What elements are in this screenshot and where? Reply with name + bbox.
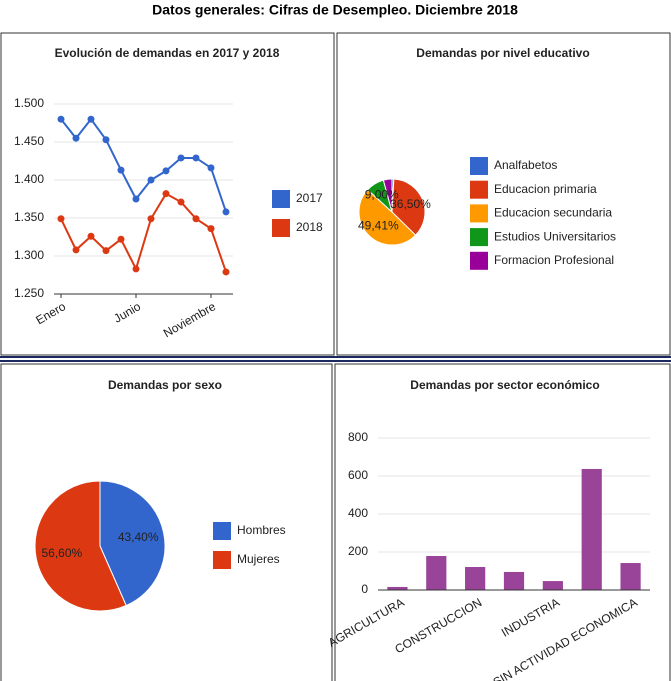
legend-label: Estudios Universitarios [494,229,616,243]
bar [465,567,486,590]
legend-label: Educacion secundaria [494,206,612,220]
y-tick-label: 1.300 [14,248,44,262]
pie-slice [358,189,417,246]
panel [334,363,671,681]
legend-label: Hombres [237,523,286,537]
legend-swatch [470,157,488,175]
chart-title: Demandas por sexo [108,378,222,392]
legend-label: 2018 [296,220,323,234]
point [117,235,125,243]
bar [503,571,525,590]
chart-title: Evolución de demandas en 2017 y 2018 [55,46,280,60]
legend-label: Analfabetos [494,158,557,172]
value-label: 43,40% [118,530,159,544]
bar [581,468,602,590]
y-tick-label: 1.250 [14,286,44,300]
point [102,136,110,144]
y-tick-label: 600 [348,468,368,482]
point [87,232,95,240]
legend-swatch [213,522,231,540]
point [132,195,140,203]
series-line [60,192,227,273]
bar [542,581,563,590]
legend-swatch [272,219,290,237]
point [177,154,185,162]
y-tick-label: 1.500 [14,96,44,110]
legend-swatch [213,551,231,569]
x-tick-label: AGRICULTURA [326,595,407,650]
legend-label: Formacion Profesional [494,253,614,267]
point [207,225,215,233]
x-tick-label: Noviembre [161,299,219,340]
point [132,265,140,273]
point [162,190,170,198]
value-label: 56,60% [41,546,82,560]
legend-label: Educacion primaria [494,182,597,196]
x-tick-label: CONSTRUCCION [392,595,484,656]
point [207,164,215,172]
x-tick-label: INDUSTRIA [499,595,562,639]
point [222,208,230,216]
pie-slice [99,480,166,607]
chart-title: Demandas por nivel educativo [416,46,589,60]
panel [336,32,671,356]
chart-title: Demandas por sector económico [410,378,599,392]
series-line [60,117,227,213]
legend-swatch [470,180,488,199]
bar [620,563,641,590]
y-tick-label: 400 [348,506,368,520]
point [117,166,125,174]
value-label: 36,50% [390,197,431,211]
point [102,247,110,255]
value-label: 9,00% [365,187,399,201]
legend-swatch [470,204,488,223]
panel [0,32,335,356]
point [72,246,80,254]
pie-slice [382,178,393,213]
pie-slice [391,178,426,236]
point [57,115,65,123]
legend-swatch [272,190,290,208]
panel [0,363,333,681]
point [147,215,155,223]
y-tick-label: 1.400 [14,172,44,186]
point [177,198,185,206]
legend-swatch [470,251,488,270]
legend-label: Mujeres [237,552,280,566]
bar [426,555,447,590]
x-tick-label: SIN ACTIVIDAD ECONOMICA [491,595,640,681]
legend-label: 2017 [296,191,323,205]
point [87,115,95,123]
point [72,134,80,142]
y-tick-label: 0 [361,582,368,596]
point [192,154,200,162]
y-tick-label: 1.350 [14,210,44,224]
bar [387,586,408,590]
x-tick-label: Junio [111,299,143,326]
point [222,268,230,276]
point [162,167,170,175]
y-tick-label: 200 [348,544,368,558]
pie-slice [34,480,127,612]
y-tick-label: 1.450 [14,134,44,148]
value-label: 49,41% [358,219,399,233]
point [57,215,65,223]
y-tick-label: 800 [348,430,368,444]
page-title: Datos generales: Cifras de Desempleo. Di… [152,2,518,18]
x-tick-label: Enero [33,299,68,327]
legend-swatch [470,228,488,247]
point [192,215,200,223]
point [147,176,155,184]
